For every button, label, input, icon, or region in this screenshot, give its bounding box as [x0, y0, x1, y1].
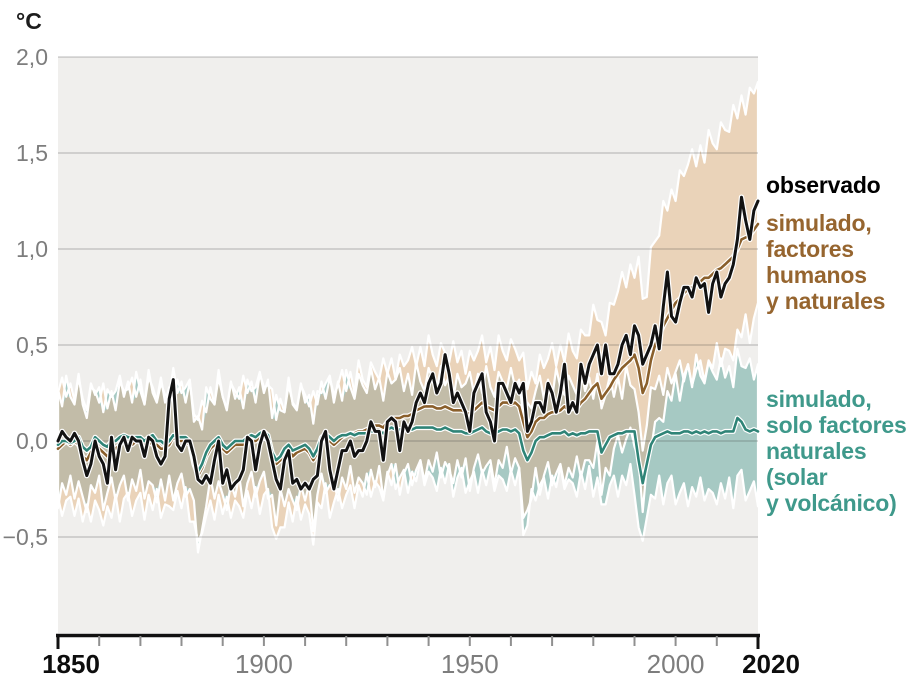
legend-simulated-natural-only: simulado, solo factores naturales (solar… [766, 386, 907, 516]
legend-observed: observado [766, 172, 881, 198]
y-tick-label: −0,5 [3, 524, 48, 550]
x-tick-label: 1950 [441, 649, 499, 679]
y-tick-label: 2,0 [16, 44, 48, 70]
y-tick-label: 1,5 [16, 140, 48, 166]
x-tick-label: 2020 [742, 649, 800, 679]
x-tick-label: 2000 [647, 649, 705, 679]
y-tick-label: 0,0 [16, 428, 48, 454]
band-overlap [58, 360, 680, 541]
x-tick-label: 1850 [42, 649, 100, 679]
y-tick-label: 1,0 [16, 236, 48, 262]
y-axis-unit-label: °C [16, 8, 42, 34]
x-tick-label: 1900 [235, 649, 293, 679]
y-tick-label: 0,5 [16, 332, 48, 358]
legend-simulated-human-natural: simulado, factores humanos y naturales [766, 210, 886, 314]
band-natural-only-edge [56, 347, 760, 554]
observed-line [56, 195, 760, 491]
